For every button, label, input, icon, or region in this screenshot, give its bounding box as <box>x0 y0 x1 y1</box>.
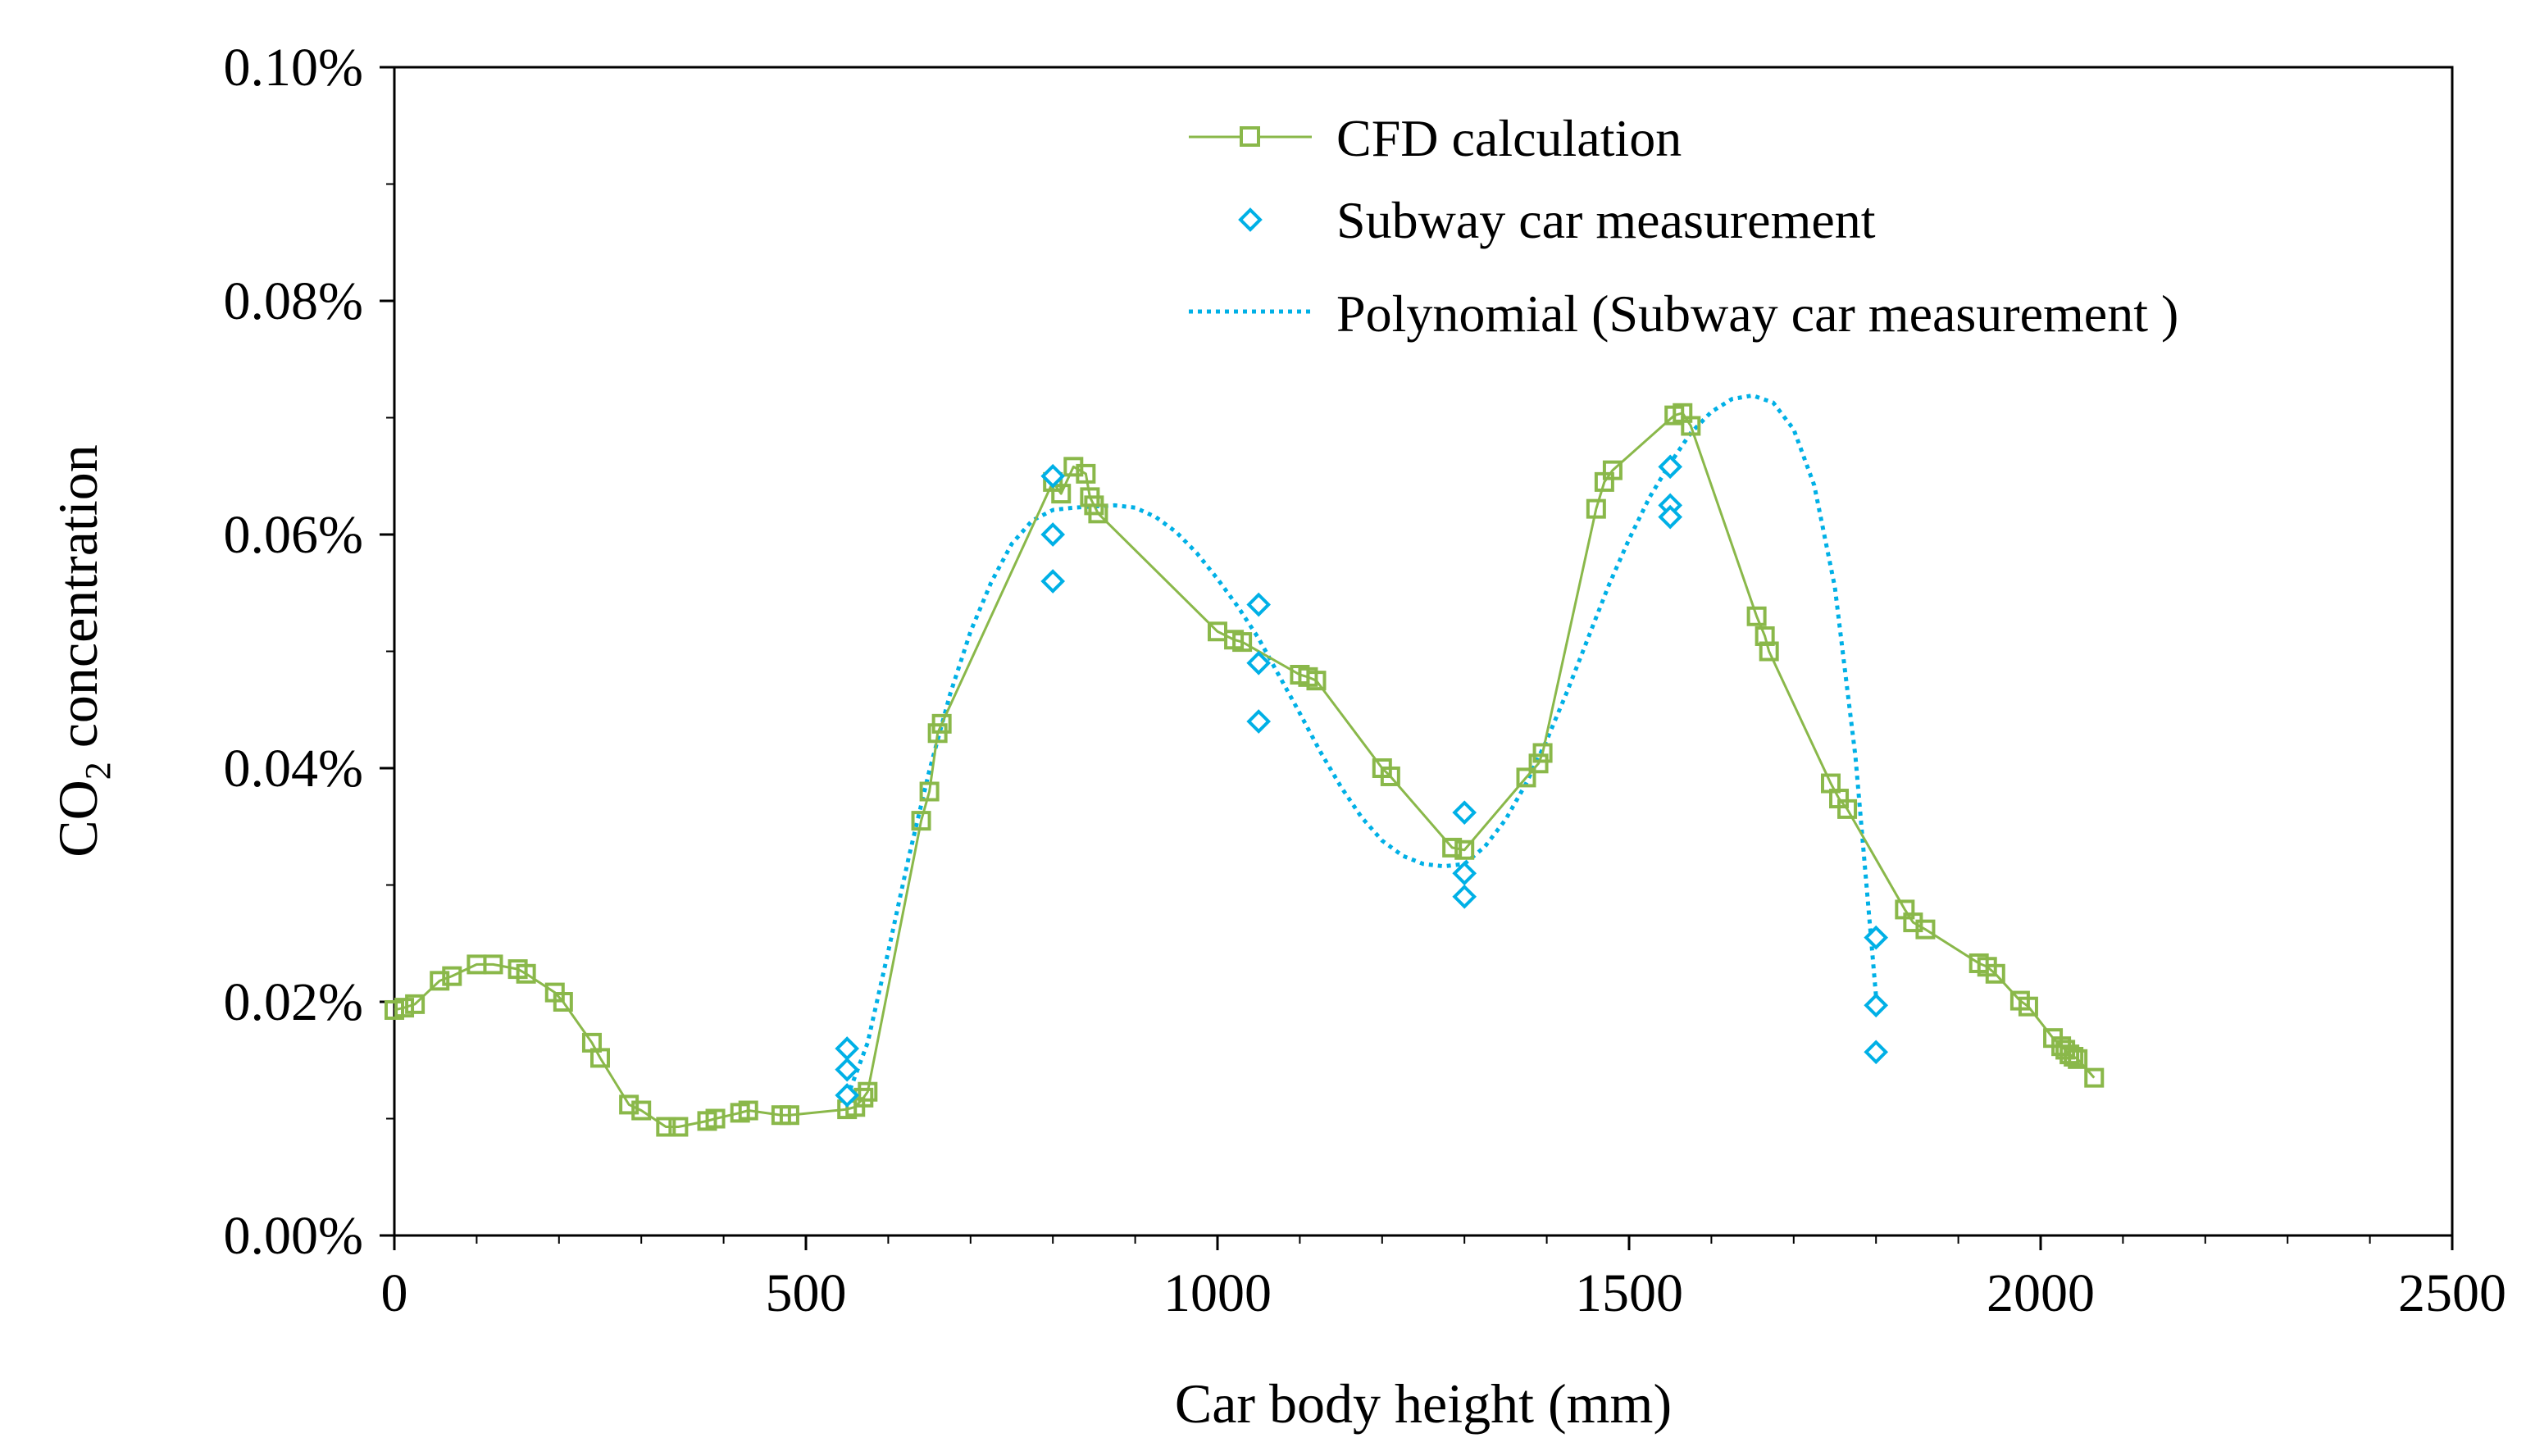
cfd-point <box>405 994 426 1014</box>
measurement-point <box>1658 504 1683 530</box>
cfd-point <box>1602 460 1623 480</box>
cfd-point <box>2064 1046 2084 1067</box>
cfd-point <box>442 966 462 986</box>
measurement-point <box>1040 569 1066 594</box>
legend-polynomial-label: Polynomial (Subway car measurement ) <box>1336 284 2178 343</box>
x-tick-label: 1500 <box>1575 1263 1683 1323</box>
legend-cfd-label: CFD calculation <box>1336 109 1682 167</box>
cfd-point <box>2068 1049 2088 1069</box>
y-axis-title-main: CO <box>47 780 109 857</box>
measurement-point <box>1452 861 1477 886</box>
cfd-point <box>1985 963 2005 984</box>
cfd-point <box>1076 463 1096 484</box>
cfd-point <box>385 999 404 1020</box>
cfd-point <box>858 1081 878 1102</box>
cfd-point <box>1759 641 1779 662</box>
cfd-point <box>1380 766 1400 786</box>
cfd-point <box>1232 632 1253 653</box>
cfd-point <box>1746 606 1767 626</box>
polynomial-trendline <box>844 393 1878 1099</box>
cfd-point <box>483 954 503 975</box>
legend-measurement-label: Subway car measurement <box>1336 191 1876 249</box>
cfd-point <box>1915 919 1936 940</box>
cfd-point <box>553 992 573 1012</box>
measurement-point <box>1246 650 1272 676</box>
measurement-point <box>1452 800 1477 825</box>
cfd-point <box>1454 839 1475 860</box>
cfd-point <box>1088 503 1108 524</box>
measurement-point <box>835 1036 860 1061</box>
cfd-point <box>705 1108 726 1129</box>
measurement-point <box>1864 925 1889 950</box>
y-tick-label: 0.10% <box>224 38 363 98</box>
legend: CFD calculation Subway car measurement P… <box>1189 109 2178 343</box>
cfd-point <box>1516 767 1536 788</box>
cfd-point <box>430 971 450 991</box>
cfd-point <box>516 963 536 984</box>
cfd-point <box>738 1100 758 1121</box>
series-polynomial-trendline <box>844 393 1878 1099</box>
x-tick-label: 0 <box>381 1263 408 1323</box>
x-tick-label: 500 <box>766 1263 847 1323</box>
measurement-point <box>1246 709 1272 734</box>
x-tick-label: 2000 <box>1987 1263 2095 1323</box>
cfd-point <box>911 811 931 831</box>
series-cfd-calculation <box>385 403 2105 1137</box>
y-axis-title-subscript: 2 <box>78 762 118 780</box>
measurement-point <box>835 1083 860 1108</box>
cfd-line <box>394 412 2096 1128</box>
y-axis-title: CO2 concentration <box>47 444 118 858</box>
measurement-point <box>1452 884 1477 909</box>
cfd-point <box>1586 498 1606 519</box>
cfd-point <box>919 781 940 802</box>
cfd-point <box>656 1117 676 1137</box>
series-subway-car-measurement <box>835 454 1889 1108</box>
legend-measurement-marker <box>1238 207 1263 232</box>
y-tick-labels: 0.00% 0.02% 0.04% 0.06% 0.08% 0.10% <box>224 38 363 1266</box>
measurement-point <box>1246 592 1272 617</box>
cfd-point <box>1837 799 1858 819</box>
x-axis-title: Car body height (mm) <box>1175 1372 1672 1435</box>
cfd-point <box>1442 837 1463 858</box>
cfd-point <box>1532 743 1553 763</box>
measurement-point <box>1864 1040 1889 1065</box>
cfd-point <box>931 713 952 734</box>
cfd-point <box>590 1048 610 1068</box>
cfd-point <box>1528 753 1549 774</box>
cfd-point <box>1306 671 1327 691</box>
measurement-point <box>835 1057 860 1082</box>
cfd-point <box>779 1105 799 1126</box>
cfd-point <box>619 1094 639 1115</box>
y-tick-label: 0.02% <box>224 972 363 1032</box>
y-tick-label: 0.06% <box>224 505 363 565</box>
measurement-point <box>1040 522 1066 547</box>
legend-cfd-marker <box>1240 126 1260 147</box>
measurement-point <box>1040 463 1066 489</box>
cfd-point <box>2018 996 2038 1017</box>
cfd-point <box>668 1117 689 1137</box>
cfd-point <box>631 1100 652 1121</box>
y-tick-label: 0.04% <box>224 739 363 799</box>
cfd-point <box>1051 484 1072 504</box>
y-tick-label: 0.00% <box>224 1206 363 1266</box>
y-axis-title-suffix: concentration <box>47 444 109 762</box>
axis-ticks <box>380 66 2454 1250</box>
measurement-point <box>1658 454 1683 480</box>
cfd-point <box>2084 1067 2105 1088</box>
y-tick-label: 0.08% <box>224 271 363 331</box>
cfd-point <box>394 998 415 1018</box>
cfd-point <box>1681 416 1701 436</box>
measurement-point <box>1864 993 1889 1018</box>
x-tick-label: 2500 <box>2398 1263 2506 1323</box>
x-tick-labels: 0 500 1000 1500 2000 2500 <box>381 1263 2507 1323</box>
x-tick-label: 1000 <box>1163 1263 1272 1323</box>
